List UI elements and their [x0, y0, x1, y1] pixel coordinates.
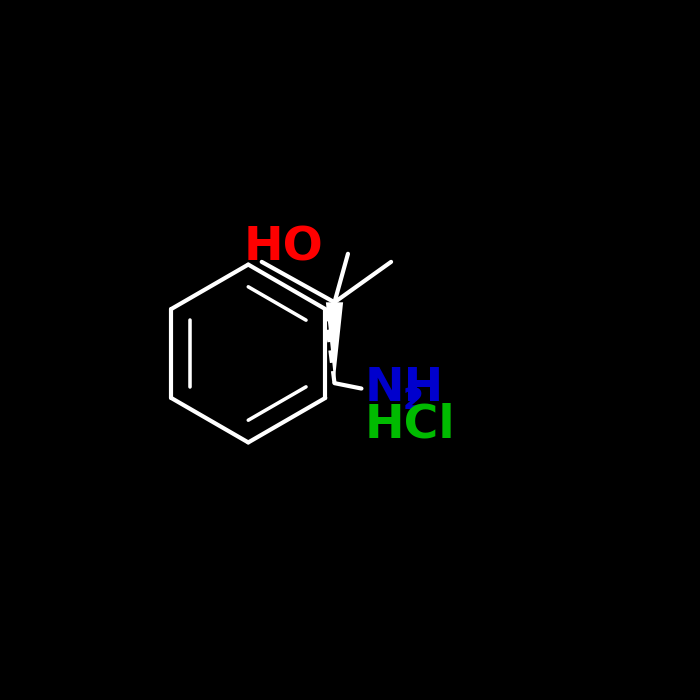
- Text: HCl: HCl: [364, 402, 455, 447]
- Text: 2: 2: [403, 386, 424, 415]
- Polygon shape: [326, 302, 343, 383]
- Text: NH: NH: [364, 366, 443, 411]
- Text: HO: HO: [244, 226, 323, 271]
